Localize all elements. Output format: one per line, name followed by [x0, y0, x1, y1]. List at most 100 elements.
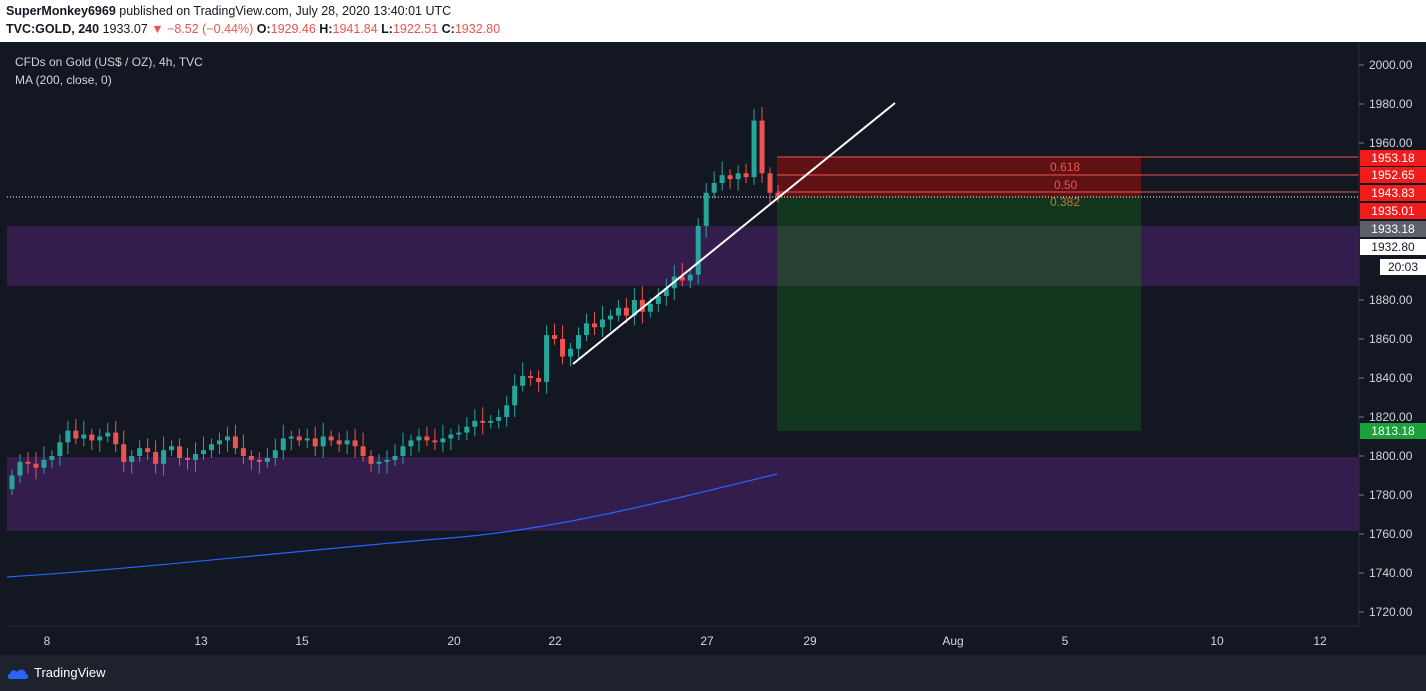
- candle-body: [472, 420, 478, 427]
- candle-body: [193, 454, 199, 460]
- countdown-badge: 20:03: [1380, 259, 1426, 275]
- candle-body: [727, 175, 733, 180]
- candle-body: [384, 459, 390, 462]
- candle-body: [33, 463, 39, 468]
- candle-body: [145, 448, 151, 453]
- candle-body: [759, 120, 765, 174]
- time-axis[interactable]: [7, 626, 1359, 655]
- price-axis[interactable]: [1359, 42, 1426, 626]
- open-label: O:: [256, 22, 271, 36]
- candle-body: [248, 456, 254, 460]
- time-ticks: 8 13 15 20 22 27 29 Aug 5 10 12: [44, 634, 1327, 648]
- time-tick-label: 27: [700, 634, 714, 648]
- time-tick-label: 22: [548, 634, 562, 648]
- badge-1933: 1933.18: [1360, 221, 1426, 237]
- stop-loss-area[interactable]: [777, 157, 1141, 197]
- candle-body: [177, 446, 183, 458]
- candle-body: [256, 459, 262, 462]
- candle-body: [17, 461, 23, 476]
- candle-body: [81, 434, 87, 439]
- time-tick-label: 12: [1313, 634, 1327, 648]
- candle-body: [392, 456, 398, 460]
- candle-body: [65, 430, 71, 443]
- symbol-label: TVC:GOLD, 240: [6, 22, 100, 36]
- candle-body: [288, 436, 294, 439]
- price-tick-label: 1860.00: [1369, 332, 1413, 346]
- candle-body: [663, 288, 669, 297]
- candle-body: [121, 444, 127, 462]
- candle-body: [264, 457, 270, 462]
- candle-body: [49, 456, 55, 460]
- tradingview-cloud-icon[interactable]: [6, 665, 30, 681]
- candle-body: [528, 376, 534, 378]
- candle-body: [312, 438, 318, 447]
- candle-body: [552, 335, 558, 339]
- tradingview-brand[interactable]: TradingView: [34, 665, 106, 680]
- candle-body: [153, 452, 159, 464]
- candle-body: [536, 378, 542, 382]
- publish-text: published on TradingView.com, July 28, 2…: [115, 4, 452, 18]
- fib-label-382: 0.382: [1050, 195, 1080, 209]
- legend-indicator[interactable]: MA (200, close, 0): [15, 73, 112, 87]
- close-label: C:: [441, 22, 455, 36]
- candle-body: [129, 456, 135, 462]
- plot-area[interactable]: [7, 42, 1359, 626]
- ma-200-line[interactable]: [6, 473, 778, 578]
- candle-body: [576, 335, 582, 349]
- candle-body: [560, 339, 566, 357]
- candle-body: [368, 456, 374, 464]
- candle-body: [679, 276, 685, 281]
- candle-body: [488, 420, 494, 423]
- candle-body: [216, 440, 222, 445]
- candle-body: [105, 432, 111, 437]
- candle-body: [775, 192, 781, 197]
- trend-line[interactable]: [572, 102, 896, 365]
- candle-body: [719, 175, 725, 183]
- candle-body: [568, 348, 574, 357]
- candle-body: [57, 442, 63, 456]
- candle-body: [185, 457, 191, 460]
- price-tick-label: 1720.00: [1369, 605, 1413, 619]
- time-tick-label: 15: [295, 634, 309, 648]
- time-tick-label: 29: [803, 634, 817, 648]
- price-tick-label: 1740.00: [1369, 566, 1413, 580]
- ohlc-line: TVC:GOLD, 240 1933.07 ▼ −8.52 (−0.44%) O…: [6, 22, 500, 36]
- candle-body: [544, 335, 550, 382]
- badge-1935: 1935.01: [1360, 203, 1426, 219]
- candle-body: [751, 120, 757, 178]
- candle-body: [639, 300, 645, 312]
- badge-1952: 1952.65: [1360, 167, 1426, 183]
- badge-1932: 1932.80: [1360, 239, 1426, 255]
- candle-body: [767, 173, 773, 193]
- candle-body: [336, 440, 342, 445]
- candle-body: [703, 192, 709, 226]
- fib-label-50: 0.50: [1054, 178, 1078, 192]
- candle-body: [137, 448, 143, 456]
- candle-body: [480, 420, 486, 423]
- candle-body: [360, 446, 366, 456]
- candle-body: [416, 436, 422, 441]
- price-tick-label: 1800.00: [1369, 449, 1413, 463]
- candle-body: [272, 450, 278, 458]
- candle-body: [208, 444, 214, 451]
- candle-body: [25, 461, 31, 464]
- candle-body: [655, 296, 661, 304]
- candle-body: [344, 440, 350, 445]
- time-tick-label: 13: [194, 634, 208, 648]
- publisher-name[interactable]: SuperMonkey6969: [6, 4, 116, 18]
- candle-body: [161, 450, 167, 464]
- price-tick-label: 1880.00: [1369, 293, 1413, 307]
- candle-body: [400, 446, 406, 456]
- time-tick-label: Aug: [942, 634, 963, 648]
- candle-body: [647, 303, 653, 312]
- candle-body: [9, 475, 15, 490]
- time-tick-label: 8: [44, 634, 51, 648]
- candle-body: [328, 436, 334, 441]
- candle-body: [169, 446, 175, 451]
- chart-canvas[interactable]: 0.618 0.50 0.382 2000.00 1980.00 1960.00 18…: [0, 42, 1426, 655]
- fib-label-618: 0.618: [1050, 160, 1080, 174]
- candle-body: [440, 438, 446, 443]
- candle-body: [456, 432, 462, 435]
- candle-body: [615, 307, 621, 316]
- candle-body: [520, 376, 526, 386]
